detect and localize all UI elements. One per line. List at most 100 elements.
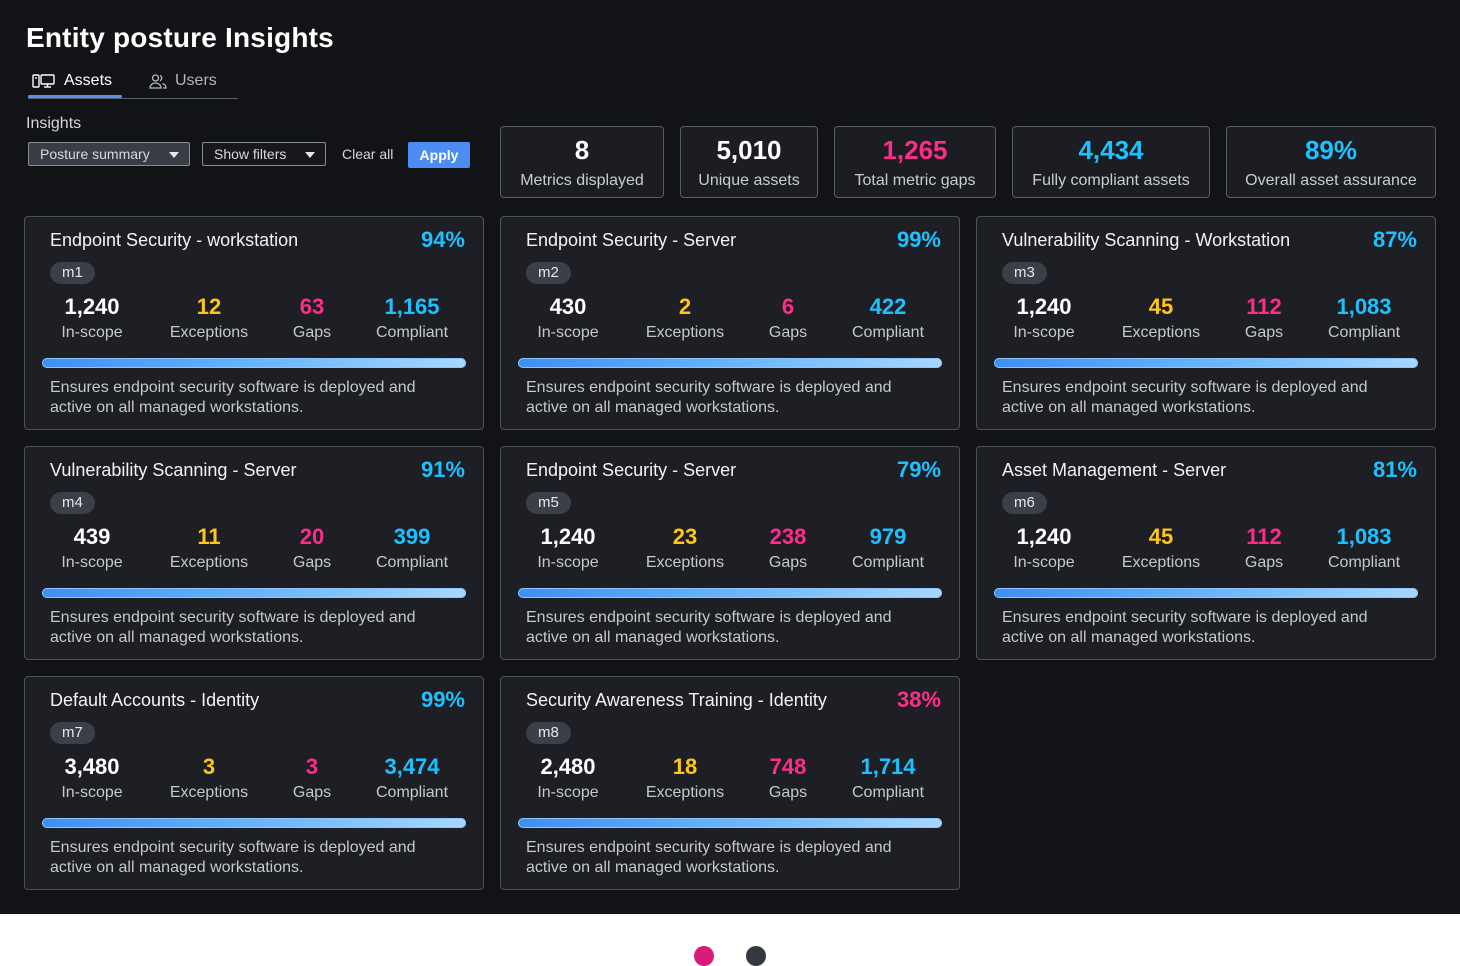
- metric-card-description: Ensures endpoint security software is de…: [526, 379, 892, 416]
- page-dot-2[interactable]: [746, 946, 766, 966]
- metric-card-percent: 94%: [420, 227, 465, 252]
- metric-value: 20: [299, 524, 325, 549]
- users-icon: [149, 74, 167, 89]
- metric-value: 1,714: [860, 754, 916, 779]
- metric-card-description: Ensures endpoint security software is de…: [526, 839, 892, 876]
- summary-stat: 1,265 Total metric gaps: [834, 126, 996, 198]
- clear-all-link[interactable]: Clear all: [342, 146, 394, 162]
- summary-stat-label: Fully compliant assets: [1032, 172, 1190, 189]
- metric-card[interactable]: Endpoint Security - Server 99% m2 430 In-sco…: [500, 216, 960, 430]
- tab-assets[interactable]: Assets: [32, 66, 112, 96]
- metric-card-percent: 99%: [896, 227, 941, 252]
- metric-card-title: Default Accounts - Identity: [50, 690, 260, 710]
- metric-in-scope: 3,480 In-scope: [37, 754, 147, 802]
- metric-label: Exceptions: [1121, 554, 1201, 571]
- metric-value: 12: [196, 294, 222, 319]
- metric-card-percent: 79%: [896, 457, 941, 482]
- summary-stat-label: Total metric gaps: [854, 172, 976, 189]
- metric-card[interactable]: Asset Management - Server 81% m6 1,240 In-sc…: [976, 446, 1436, 660]
- metric-value: 2: [678, 294, 692, 319]
- summary-stat-value: 89%: [1304, 135, 1358, 165]
- metric-compliant: 1,083 Compliant: [1309, 524, 1419, 572]
- metric-card[interactable]: Security Awareness Training - Identity 38…: [500, 676, 960, 890]
- metric-value: 112: [1246, 524, 1282, 549]
- metric-compliant: 422 Compliant: [833, 294, 943, 342]
- metric-exceptions: 2 Exceptions: [630, 294, 740, 342]
- metric-card-description: Ensures endpoint security software is de…: [1002, 379, 1368, 416]
- metric-label: Compliant: [851, 554, 925, 571]
- summary-stat-value: 5,010: [716, 135, 782, 165]
- metric-gaps: 63 Gaps: [257, 294, 367, 342]
- metric-card-description: Ensures endpoint security software is de…: [50, 379, 416, 416]
- summary-stat: 89% Overall asset assurance: [1226, 126, 1436, 198]
- metric-card[interactable]: Endpoint Security - Server 79% m5 1,240 In-s…: [500, 446, 960, 660]
- page-dot-1[interactable]: [694, 946, 714, 966]
- metric-label: Gaps: [292, 784, 332, 801]
- metric-value: 112: [1246, 294, 1282, 319]
- metric-value: 3,474: [384, 754, 440, 779]
- metric-value: 3,480: [64, 754, 120, 779]
- metric-label: Compliant: [1327, 324, 1401, 341]
- metric-id-badge: m8: [526, 722, 571, 744]
- progress-fill: [518, 358, 938, 368]
- show-filters-select[interactable]: Show filters: [202, 142, 326, 166]
- metric-value: 1,240: [1016, 294, 1072, 319]
- metric-label: In-scope: [61, 784, 123, 801]
- metric-label: Gaps: [1244, 554, 1284, 571]
- metric-id-badge: m3: [1002, 262, 1047, 284]
- metric-card-title: Endpoint Security - Server: [526, 230, 737, 250]
- metric-value: 1,240: [64, 294, 120, 319]
- metric-label: Exceptions: [1121, 324, 1201, 341]
- metric-label: In-scope: [537, 324, 599, 341]
- metric-value: 439: [73, 524, 111, 549]
- metric-value: 2,480: [540, 754, 596, 779]
- metric-in-scope: 1,240 In-scope: [37, 294, 147, 342]
- metric-value: 45: [1148, 294, 1174, 319]
- active-tab-indicator: [28, 95, 122, 98]
- metric-label: Gaps: [768, 324, 808, 341]
- metric-card[interactable]: Vulnerability Scanning - Server 91% m4 439 I…: [24, 446, 484, 660]
- metric-label: In-scope: [537, 554, 599, 571]
- compliance-progress-bar: [994, 588, 1418, 598]
- metric-value: 18: [672, 754, 698, 779]
- compliance-progress-bar: [42, 358, 466, 368]
- apply-button[interactable]: Apply: [408, 142, 470, 168]
- metric-card-percent: 87%: [1372, 227, 1417, 252]
- metric-in-scope: 439 In-scope: [37, 524, 147, 572]
- metric-label: In-scope: [1013, 324, 1075, 341]
- metric-card[interactable]: Default Accounts - Identity 99% m7 3,480 In-…: [24, 676, 484, 890]
- progress-fill: [42, 818, 462, 828]
- metric-card-description: Ensures endpoint security software is de…: [50, 839, 416, 876]
- metric-card-percent: 91%: [420, 457, 465, 482]
- metric-in-scope: 1,240 In-scope: [989, 524, 1099, 572]
- metric-card-title: Asset Management - Server: [1002, 460, 1227, 480]
- compliance-progress-bar: [42, 818, 466, 828]
- metric-label: Gaps: [768, 554, 808, 571]
- metric-card[interactable]: Vulnerability Scanning - Workstation 87% m…: [976, 216, 1436, 430]
- metric-compliant: 1,083 Compliant: [1309, 294, 1419, 342]
- metric-id-badge: m6: [1002, 492, 1047, 514]
- metric-label: Compliant: [1327, 554, 1401, 571]
- metric-label: Gaps: [768, 784, 808, 801]
- progress-fill: [994, 358, 1363, 368]
- summary-stat-label: Overall asset assurance: [1245, 172, 1417, 189]
- metric-gaps: 748 Gaps: [733, 754, 843, 802]
- metric-in-scope: 2,480 In-scope: [513, 754, 623, 802]
- posture-summary-select[interactable]: Posture summary: [28, 142, 190, 166]
- metric-label: Gaps: [1244, 324, 1284, 341]
- metric-exceptions: 45 Exceptions: [1106, 294, 1216, 342]
- metric-in-scope: 430 In-scope: [513, 294, 623, 342]
- metric-value: 979: [869, 524, 907, 549]
- metric-label: Exceptions: [645, 324, 725, 341]
- tab-users[interactable]: Users: [149, 66, 217, 96]
- metric-value: 3: [305, 754, 319, 779]
- metric-card-percent: 81%: [1372, 457, 1417, 482]
- metric-exceptions: 3 Exceptions: [154, 754, 264, 802]
- progress-fill: [994, 588, 1337, 598]
- metric-label: In-scope: [61, 324, 123, 341]
- metric-card[interactable]: Endpoint Security - workstation 94% m1 1,24…: [24, 216, 484, 430]
- metric-value: 23: [672, 524, 698, 549]
- metric-value: 238: [769, 524, 807, 549]
- summary-stat: 4,434 Fully compliant assets: [1012, 126, 1210, 198]
- metric-value: 430: [549, 294, 587, 319]
